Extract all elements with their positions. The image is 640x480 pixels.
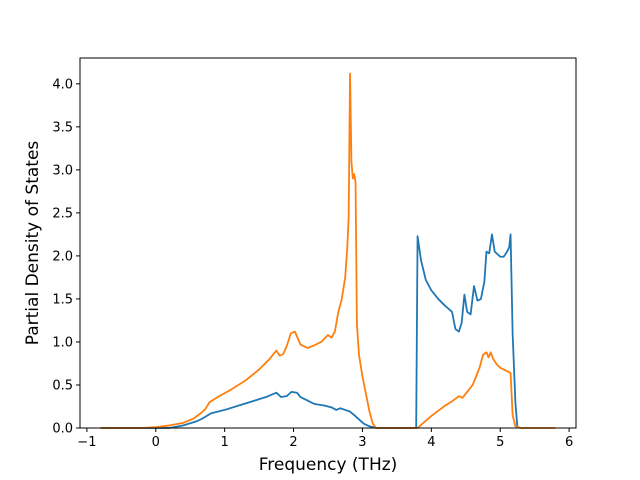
x-tick-label: 4 xyxy=(427,435,435,450)
y-tick-label: 1.0 xyxy=(52,335,73,350)
series-layer xyxy=(100,72,556,429)
x-tick-label: −1 xyxy=(77,435,96,450)
y-tick-label: 0.0 xyxy=(52,422,73,437)
y-tick-label: 2.0 xyxy=(52,249,73,264)
y-tick-label: 0.5 xyxy=(52,378,73,393)
y-axis-label: Partial Density of States xyxy=(23,141,43,346)
plot-frame xyxy=(79,57,577,429)
y-axis-ticks: 0.0 0.5 1.0 1.5 2.0 2.5 3.0 3.5 4.0 xyxy=(52,77,80,437)
x-tick-label: 3 xyxy=(358,435,366,450)
y-tick-label: 2.5 xyxy=(52,206,73,221)
x-tick-label: 0 xyxy=(152,435,160,450)
series-line-2 xyxy=(100,72,556,429)
x-axis-ticks: −1 0 1 2 3 4 5 6 xyxy=(77,428,573,450)
y-tick-label: 4.0 xyxy=(52,77,73,92)
y-tick-label: 1.5 xyxy=(52,292,73,307)
x-tick-label: 2 xyxy=(289,435,297,450)
x-tick-label: 6 xyxy=(565,435,573,450)
y-tick-label: 3.5 xyxy=(52,120,73,135)
y-tick-label: 3.0 xyxy=(52,163,73,178)
x-tick-label: 5 xyxy=(496,435,504,450)
x-axis-label: Frequency (THz) xyxy=(259,455,398,475)
x-tick-label: 1 xyxy=(221,435,229,450)
